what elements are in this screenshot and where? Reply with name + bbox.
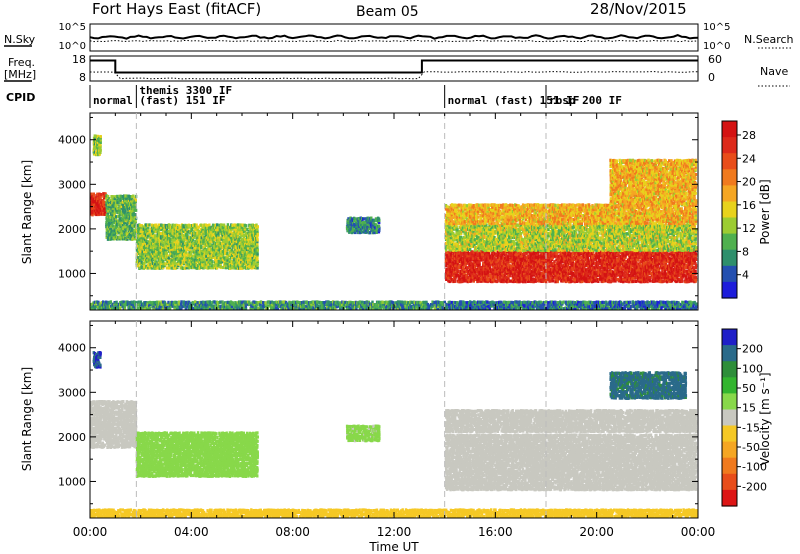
freq-unit: [MHz] xyxy=(4,68,36,81)
heatmap-cell xyxy=(352,301,354,304)
cpid-segment-extra: (fast) 151 IF xyxy=(139,94,225,107)
heatmap-cell xyxy=(180,300,182,303)
heatmap-cell xyxy=(194,300,196,303)
nsky-tick-bottom: 10^0 xyxy=(59,41,86,52)
nsearch-label: N.Search xyxy=(744,33,794,46)
heatmap-cell xyxy=(220,265,222,268)
heatmap-cell xyxy=(256,236,258,239)
heatmap-cell xyxy=(166,252,168,255)
heatmap-cell xyxy=(552,279,554,282)
heatmap-cell xyxy=(115,301,117,304)
heatmap-cell xyxy=(392,301,394,304)
freq-panel xyxy=(90,56,698,81)
heatmap-cell xyxy=(100,193,102,196)
heatmap-cell xyxy=(246,228,248,231)
freq-tick-top: 18 xyxy=(72,53,86,66)
freq-tick-bottom: 8 xyxy=(79,71,86,84)
nsearch-tick-top: 10^5 xyxy=(703,22,730,33)
heatmap-cell xyxy=(134,219,136,222)
heatmap-cell xyxy=(119,306,121,309)
heatmap-cell xyxy=(257,225,259,228)
nsky-tick-top: 10^5 xyxy=(59,22,86,33)
heatmap-cell xyxy=(166,266,168,269)
heatmap-cell xyxy=(361,230,363,233)
heatmap-cell xyxy=(93,193,95,196)
heatmap-cell xyxy=(575,272,577,275)
heatmap-cell xyxy=(209,242,211,245)
heatmap-cell xyxy=(200,244,202,247)
heatmap-cell xyxy=(209,300,211,303)
heatmap-cell xyxy=(399,300,401,303)
heatmap-cell xyxy=(149,306,151,309)
heatmap-cell xyxy=(192,301,194,304)
nave-tick-bottom: 0 xyxy=(708,71,715,84)
nave-tick-top: 60 xyxy=(708,53,722,66)
nave-label: Nave xyxy=(760,65,788,78)
heatmap-cell xyxy=(154,234,156,237)
radar-summary-plot: Fort Hays East (fitACF) Beam 05 28/Nov/2… xyxy=(0,0,800,554)
heatmap-cell xyxy=(378,225,380,228)
heatmap-cell xyxy=(378,217,380,220)
heatmap-cell xyxy=(211,260,213,263)
cpid-segment-label: normal xyxy=(93,94,133,107)
heatmap-cell xyxy=(466,266,468,269)
heatmap-cell xyxy=(148,223,150,226)
nsearch-tick-bottom: 10^0 xyxy=(703,41,730,52)
heatmap-cell xyxy=(216,223,218,226)
heatmap-cell xyxy=(553,260,555,263)
cpid-segment-label: rbsp 200 IF xyxy=(549,94,622,107)
cpid-segment-label: normal (fast) xyxy=(448,94,534,107)
heatmap-cell xyxy=(493,257,495,260)
nsky-label: N.Sky xyxy=(4,33,36,46)
heatmap-cell xyxy=(245,224,247,227)
heatmap-cell xyxy=(100,135,102,138)
heatmap-cell xyxy=(237,223,239,226)
date-label: 28/Nov/2015 xyxy=(590,0,687,18)
beam-label: Beam 05 xyxy=(356,4,419,20)
nsky-panel xyxy=(90,24,698,51)
station-title: Fort Hays East (fitACF) xyxy=(92,0,261,18)
heatmap-cell xyxy=(232,301,234,304)
cpid-label: CPID xyxy=(6,91,35,104)
